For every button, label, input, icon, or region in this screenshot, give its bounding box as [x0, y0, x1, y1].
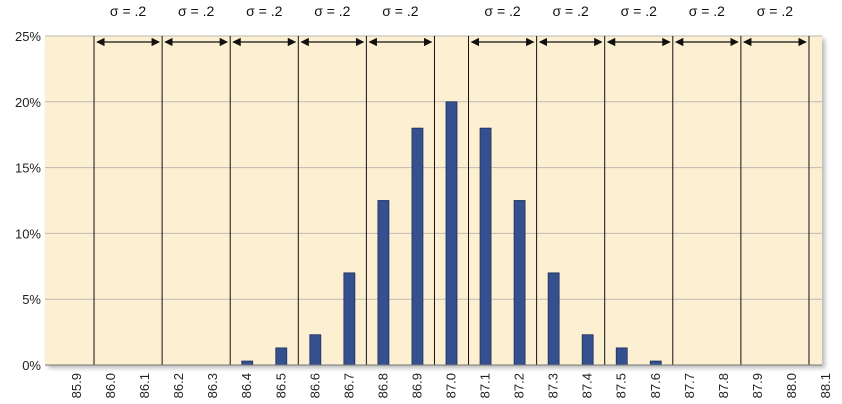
y-axis-tick-labels: 0% 5% 10% 15% 20% 25% — [15, 29, 41, 373]
bar — [581, 334, 594, 366]
x-tick-label: 87.7 — [682, 373, 697, 398]
bar — [649, 360, 662, 366]
bar — [615, 347, 628, 366]
y-tick-label: 10% — [15, 226, 41, 241]
y-tick-label: 5% — [22, 292, 41, 307]
bar — [445, 101, 458, 366]
sigma-label: σ = .2 — [757, 3, 793, 19]
x-tick-label: 86.1 — [137, 373, 152, 398]
x-tick-label: 86.4 — [239, 373, 254, 398]
gridlines — [45, 35, 822, 300]
plot-area — [45, 36, 822, 365]
x-tick-label: 86.0 — [103, 373, 118, 398]
bar — [547, 272, 560, 366]
x-axis-tick-labels: 85.9 86.0 86.1 86.2 86.3 86.4 86.5 86.6 86.7 86.8… — [69, 373, 833, 398]
x-tick-label: 87.2 — [512, 373, 527, 398]
x-tick-label: 87.6 — [648, 373, 663, 398]
x-tick-label: 87.5 — [614, 373, 629, 398]
x-tick-label: 87.9 — [750, 373, 765, 398]
x-tick-label: 86.2 — [171, 373, 186, 398]
x-tick-label: 88.1 — [818, 373, 833, 398]
sigma-label: σ = .2 — [382, 3, 418, 19]
bars — [45, 101, 822, 366]
x-tick-label: 87.3 — [546, 373, 561, 398]
sigma-label: σ = .2 — [484, 3, 520, 19]
bar — [309, 334, 322, 366]
x-tick-label: 87.0 — [444, 373, 459, 398]
sigma-label: σ = .2 — [178, 3, 214, 19]
x-tick-label: 87.8 — [716, 373, 731, 398]
x-tick-label: 86.6 — [307, 373, 322, 398]
bar — [377, 200, 390, 366]
sigma-labels: σ = .2 σ = .2 σ = .2 σ = .2 σ = .2 σ = .2 σ = … — [110, 3, 793, 19]
sigma-label: σ = .2 — [110, 3, 146, 19]
x-tick-label: 86.8 — [375, 373, 390, 398]
x-tick-label: 87.4 — [580, 373, 595, 398]
sigma-label: σ = .2 — [314, 3, 350, 19]
x-tick-label: 86.3 — [205, 373, 220, 398]
x-tick-label: 86.9 — [409, 373, 424, 398]
sigma-label: σ = .2 — [621, 3, 657, 19]
bar — [479, 127, 492, 366]
sigma-boundary-lines — [93, 36, 810, 365]
x-tick-label: 85.9 — [69, 373, 84, 398]
bar — [241, 360, 254, 366]
sigma-label: σ = .2 — [689, 3, 725, 19]
y-tick-label: 0% — [22, 358, 41, 373]
y-tick-label: 25% — [15, 29, 41, 44]
sigma-label: σ = .2 — [246, 3, 282, 19]
x-tick-label: 87.1 — [478, 373, 493, 398]
sigma-label: σ = .2 — [553, 3, 589, 19]
bar — [513, 200, 526, 366]
y-tick-label: 15% — [15, 161, 41, 176]
bar — [411, 127, 424, 366]
bar — [343, 272, 356, 366]
bar — [275, 347, 288, 366]
x-tick-label: 86.7 — [341, 373, 356, 398]
x-tick-label: 86.5 — [273, 373, 288, 398]
x-tick-label: 88.0 — [784, 373, 799, 398]
y-tick-label: 20% — [15, 95, 41, 110]
